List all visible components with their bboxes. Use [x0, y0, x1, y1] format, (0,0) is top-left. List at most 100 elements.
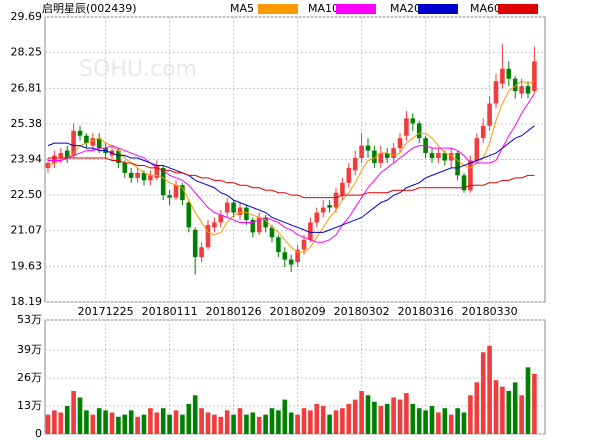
volume-bar [173, 410, 179, 434]
candle-body [148, 175, 153, 181]
volume-bar [58, 412, 64, 434]
candle-body [180, 185, 185, 201]
candle-body [333, 192, 339, 208]
x-tick-label: 20180126 [206, 305, 262, 318]
volume-bar [128, 410, 134, 434]
candle-body [474, 138, 480, 161]
volume-bar [416, 408, 422, 434]
x-tick-label: 20180302 [334, 305, 390, 318]
candle-body [276, 237, 281, 253]
candle-body [282, 252, 288, 260]
volume-bar [378, 406, 384, 434]
candle-body [500, 68, 505, 84]
candle-body [96, 138, 102, 149]
legend-swatch [418, 4, 458, 14]
candle-body [461, 175, 467, 191]
legend-swatch [336, 4, 376, 14]
volume-bar [64, 406, 70, 434]
volume-bar [359, 390, 364, 434]
candle-body [372, 150, 377, 163]
candle-body [359, 145, 364, 159]
volume-bar [461, 412, 467, 434]
volume-bar [199, 408, 204, 434]
volume-bar [391, 397, 396, 434]
x-tick-label: 20171225 [78, 305, 134, 318]
y-tick-label: 21.07 [11, 224, 43, 237]
legend-swatch [498, 4, 538, 14]
watermark: SOHU.com [79, 57, 197, 82]
volume-bar [52, 410, 57, 434]
candle-body [250, 219, 256, 233]
y-tick-label: 28.25 [11, 46, 43, 59]
chart-title: 启明星辰(002439) [42, 2, 137, 15]
candle-body [154, 165, 160, 178]
volume-bar [352, 399, 358, 434]
candle-body [167, 195, 172, 198]
volume-bar [250, 412, 256, 434]
candle-body [224, 202, 230, 213]
volume-bar [525, 367, 531, 434]
volume-bar [135, 416, 140, 434]
candle-body [288, 259, 294, 265]
candle-body [480, 125, 486, 139]
volume-bar [180, 414, 185, 434]
candle-body [314, 212, 320, 223]
y-tick-label: 29.69 [11, 10, 43, 23]
volume-bar [263, 414, 268, 434]
candle-body [493, 81, 499, 104]
volume-bar [218, 416, 224, 434]
volume-bar [340, 408, 345, 434]
volume-bar [205, 412, 211, 434]
volume-bar [365, 395, 371, 434]
candle-body [58, 153, 64, 159]
volume-bar [301, 408, 307, 434]
candle-body [525, 86, 531, 94]
candle-body [244, 207, 249, 220]
candle-body [135, 172, 140, 178]
volume-bar [154, 412, 160, 434]
volume-bar [276, 410, 281, 434]
volume-bar [493, 380, 499, 434]
volume-bar [404, 393, 409, 434]
candle-body [71, 130, 76, 156]
y-tick-label: 22.50 [11, 188, 43, 201]
candle-body [391, 148, 396, 159]
y-tick-label: 19.63 [11, 259, 43, 272]
candle-body [52, 155, 57, 163]
candle-body [448, 153, 454, 161]
volume-bar [436, 412, 441, 434]
candle-body [64, 150, 70, 159]
candle-body [186, 202, 192, 228]
volume-bar [455, 408, 460, 434]
volume-bar [468, 395, 473, 434]
candle-body [128, 172, 134, 178]
volume-bar [122, 414, 128, 434]
volume-bar [506, 390, 512, 434]
candle-body [263, 217, 268, 228]
volume-bar [212, 414, 217, 434]
volume-bar [308, 410, 313, 434]
candle-body [397, 138, 403, 149]
volume-bar [269, 408, 275, 434]
volume-bar [397, 399, 403, 434]
candle-body [77, 130, 83, 136]
candle-body [231, 202, 236, 213]
candle-body [468, 160, 473, 191]
candle-body [90, 138, 96, 146]
candle-body [487, 103, 492, 126]
candle-body [295, 249, 300, 263]
ma-line [47, 125, 535, 233]
volume-bar [333, 410, 339, 434]
candle-body [122, 162, 128, 173]
volume-bar [103, 410, 108, 434]
volume-tick-label: 13万 [17, 399, 42, 412]
volume-bar [167, 414, 172, 434]
ma-line [48, 157, 535, 199]
candle-body [237, 207, 243, 216]
candle-body [404, 118, 409, 136]
candle-body [327, 205, 332, 208]
volume-bar [109, 412, 115, 434]
volume-bar [500, 386, 505, 434]
candle-body [532, 61, 537, 92]
x-tick-label: 20180111 [142, 305, 198, 318]
